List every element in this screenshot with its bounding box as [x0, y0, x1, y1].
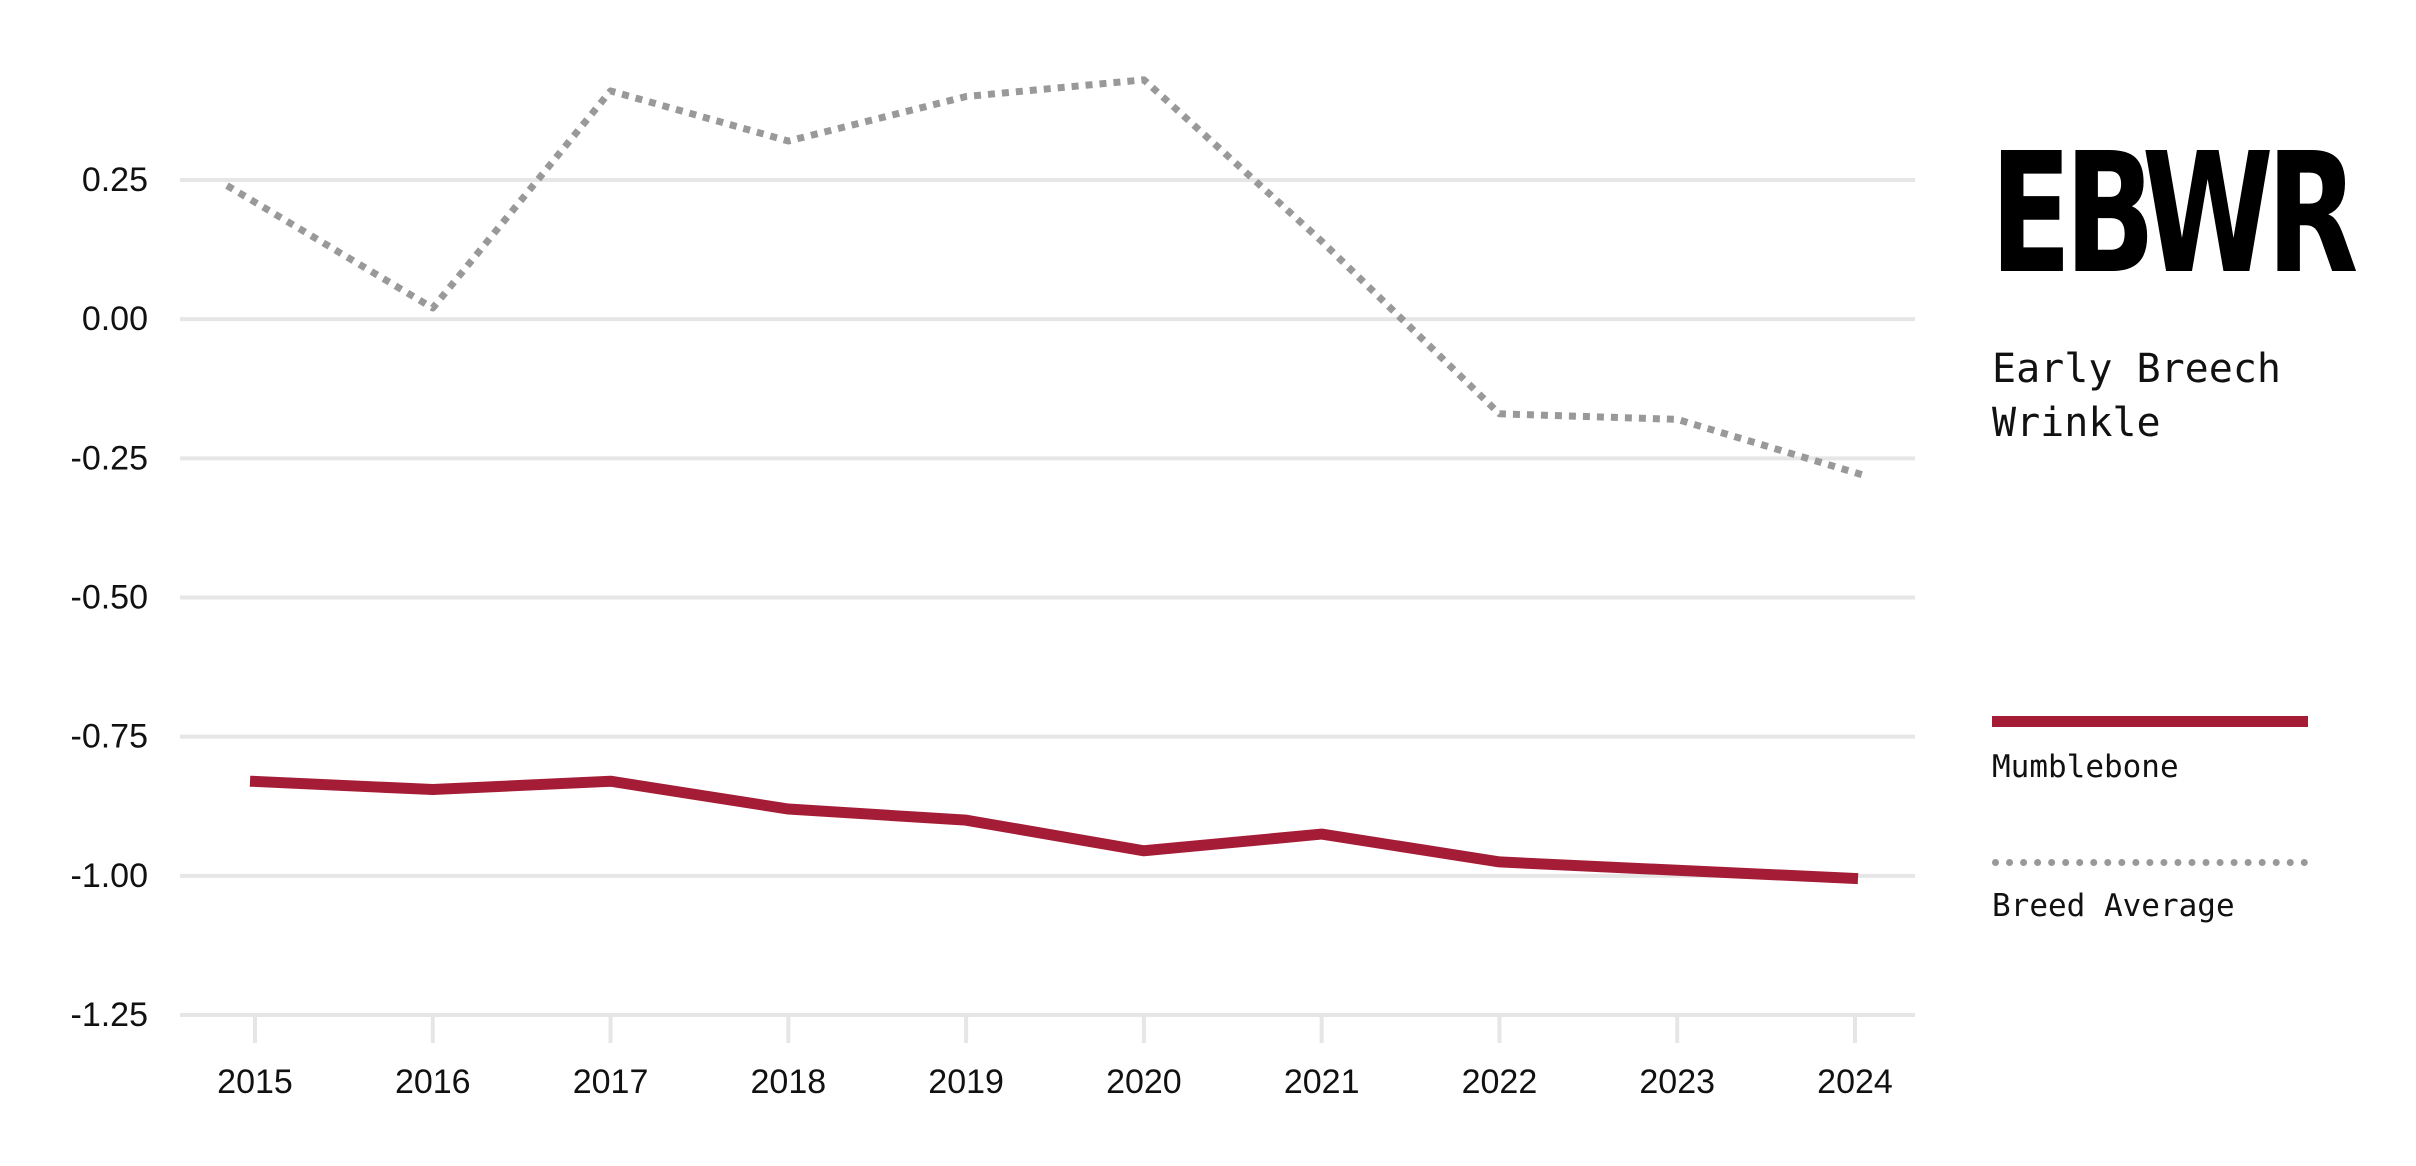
x-axis-ticks: 2015 2016 2017 2018 2019 2020 2021 2022 2023 2024	[217, 1016, 1893, 1101]
chart-subtitle: Early Breech Wrinkle	[1992, 346, 2281, 446]
x-tick-label: 2024	[1817, 1063, 1893, 1101]
line-chart: 0.250.00-0.25-0.50-0.75-1.00-1.25 2015 20…	[71, 76, 1915, 1101]
legend-label-mumblebone: Mumblebone	[1992, 749, 2179, 785]
grid-lines	[180, 178, 1915, 1017]
y-axis-tick-labels: 0.25 0.00 -0.25 -0.50 -0.75 -1.00 -1.25	[71, 161, 149, 1034]
legend-item-mumblebone: Mumblebone	[1992, 716, 2310, 785]
x-tick-label: 2017	[573, 1063, 649, 1101]
y-tick-label: -0.75	[71, 718, 149, 756]
series-lines	[225, 76, 1865, 885]
legend-swatch-dotted-line	[1992, 859, 2308, 866]
series-line-breed-average	[225, 76, 1865, 479]
x-tick-label: 2023	[1639, 1063, 1715, 1101]
x-tick-label: 2021	[1284, 1063, 1360, 1101]
x-tick-label: 2019	[928, 1063, 1004, 1101]
legend-item-breed-average: Breed Average	[1992, 859, 2310, 924]
x-tick-label: 2016	[395, 1063, 471, 1101]
y-tick-label: -1.00	[71, 857, 149, 895]
x-tick-label: 2022	[1462, 1063, 1538, 1101]
series-line-mumblebone	[249, 775, 1859, 885]
x-tick-label: 2018	[751, 1063, 827, 1101]
chart-title: EBWR	[1990, 118, 2358, 311]
y-tick-label: -0.50	[71, 579, 149, 617]
y-tick-label: -1.25	[71, 996, 149, 1034]
x-tick-label: 2020	[1106, 1063, 1182, 1101]
legend-swatch-solid-line	[1992, 716, 2308, 727]
chart-side-panel: EBWR Early Breech Wrinkle Mumblebone Bre…	[1990, 0, 2390, 1166]
x-tick-label: 2015	[217, 1063, 293, 1101]
y-tick-label: -0.25	[71, 439, 149, 477]
y-tick-label: 0.00	[82, 300, 148, 338]
legend-label-breed-average: Breed Average	[1992, 888, 2235, 924]
y-tick-label: 0.25	[82, 161, 148, 199]
